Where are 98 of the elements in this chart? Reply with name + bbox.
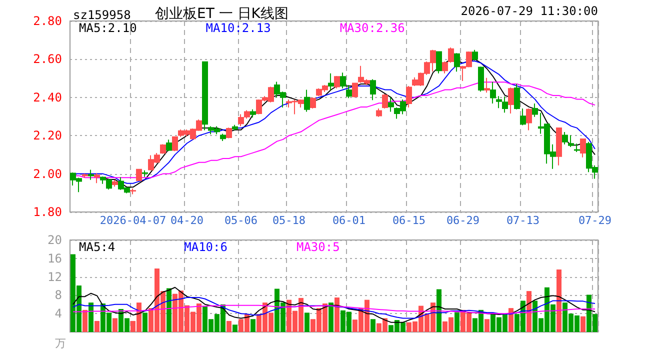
x-tick-label: 07-13 bbox=[506, 214, 540, 227]
bar bbox=[556, 269, 562, 332]
candlestick bbox=[334, 76, 340, 89]
candlestick bbox=[574, 143, 580, 153]
y-axis-title: 万 bbox=[55, 337, 66, 350]
y-tick-label: 1.80 bbox=[33, 205, 62, 219]
chart-title: 创业板ET 一 日K线图 bbox=[155, 6, 288, 22]
candlestick bbox=[472, 49, 478, 62]
candlestick bbox=[526, 108, 532, 131]
text: MA10:2.13 bbox=[206, 21, 271, 35]
candlestick bbox=[388, 96, 394, 112]
candlestick bbox=[166, 139, 172, 152]
candlestick bbox=[88, 169, 94, 180]
candlestick bbox=[160, 144, 166, 154]
bar bbox=[484, 319, 490, 332]
x-tick-label: 05-06 bbox=[224, 214, 258, 227]
candlestick bbox=[304, 89, 310, 112]
y-tick-label: 20 bbox=[48, 233, 62, 247]
y-tick-label: 2.20 bbox=[33, 128, 62, 143]
candlestick bbox=[406, 85, 412, 108]
candlestick bbox=[136, 168, 142, 182]
candlestick bbox=[490, 81, 496, 104]
bar bbox=[334, 298, 340, 332]
line-series bbox=[72, 304, 596, 314]
candlestick bbox=[130, 188, 136, 195]
candlestick bbox=[454, 52, 460, 72]
candlestick bbox=[220, 133, 226, 142]
candlestick bbox=[310, 96, 316, 109]
bar bbox=[304, 312, 310, 332]
candlestick bbox=[328, 72, 334, 90]
bar bbox=[526, 291, 532, 332]
candlestick bbox=[562, 131, 568, 145]
candlestick bbox=[352, 82, 358, 98]
bar bbox=[226, 320, 232, 332]
text: MA30:5 bbox=[296, 240, 340, 254]
candlestick bbox=[436, 51, 442, 74]
y-tick-label: 8 bbox=[54, 288, 62, 302]
x-tick-label: 06-29 bbox=[446, 214, 480, 227]
y-tick-label: 2.80 bbox=[33, 14, 62, 28]
y-tick-label: 16 bbox=[48, 251, 62, 266]
text: MA5:2.10 bbox=[79, 21, 137, 35]
candlestick bbox=[370, 78, 376, 101]
candlestick bbox=[82, 173, 88, 178]
text: 2026-07-29 11:30:00 bbox=[460, 4, 598, 18]
y-tick-label: 4 bbox=[54, 306, 62, 321]
bar bbox=[88, 302, 94, 332]
candlestick bbox=[142, 170, 148, 178]
candlestick bbox=[478, 66, 484, 92]
candlestick bbox=[508, 87, 514, 114]
candlestick bbox=[340, 72, 346, 89]
bar bbox=[580, 316, 586, 332]
candlestick bbox=[232, 124, 238, 131]
candlestick bbox=[484, 77, 490, 94]
candlestick bbox=[442, 60, 448, 74]
chart-subtitle: sz159958 bbox=[73, 8, 131, 22]
x-tick-label: 04-20 bbox=[170, 214, 204, 227]
bar bbox=[328, 302, 334, 332]
line-series bbox=[72, 286, 596, 323]
bar bbox=[436, 289, 442, 332]
bar bbox=[112, 318, 118, 332]
candlestick bbox=[346, 84, 352, 99]
candlestick bbox=[568, 134, 574, 148]
bar bbox=[142, 312, 148, 332]
candlestick bbox=[94, 172, 100, 184]
text: MA5:4 bbox=[79, 240, 116, 254]
y-tick-label: 2.40 bbox=[33, 90, 62, 104]
candlestick bbox=[382, 93, 388, 109]
candlestick bbox=[112, 179, 118, 188]
candlestick bbox=[448, 47, 454, 64]
candlestick bbox=[250, 108, 256, 118]
bar bbox=[250, 319, 256, 332]
candlestick bbox=[532, 103, 538, 118]
candlestick bbox=[226, 127, 232, 139]
y-tick-label: 2.60 bbox=[33, 52, 62, 66]
x-tick-label: 06-15 bbox=[392, 214, 426, 227]
candlestick bbox=[556, 127, 562, 166]
bar bbox=[508, 308, 514, 332]
candlestick bbox=[172, 136, 178, 152]
candlestick bbox=[580, 138, 586, 158]
bar bbox=[232, 324, 238, 332]
x-tick-label: 2026-04-07 bbox=[100, 214, 166, 227]
candlestick bbox=[514, 84, 520, 110]
x-tick-label: 06-01 bbox=[332, 214, 366, 227]
text: MA30:2.36 bbox=[340, 21, 405, 35]
bar bbox=[82, 310, 88, 332]
bar bbox=[94, 320, 100, 332]
y-tick-label: 2.00 bbox=[33, 166, 62, 181]
candlestick bbox=[520, 108, 526, 126]
candlestick bbox=[376, 108, 382, 118]
x-tick-label: 05-18 bbox=[272, 214, 306, 227]
text: MA10:6 bbox=[184, 240, 228, 254]
line-series bbox=[72, 297, 596, 319]
bar bbox=[166, 288, 172, 332]
bar bbox=[454, 312, 460, 332]
bar bbox=[370, 319, 376, 332]
y-tick-label: 12 bbox=[48, 270, 62, 284]
candlestick bbox=[202, 61, 208, 131]
x-tick-label: 07-29 bbox=[578, 214, 612, 227]
